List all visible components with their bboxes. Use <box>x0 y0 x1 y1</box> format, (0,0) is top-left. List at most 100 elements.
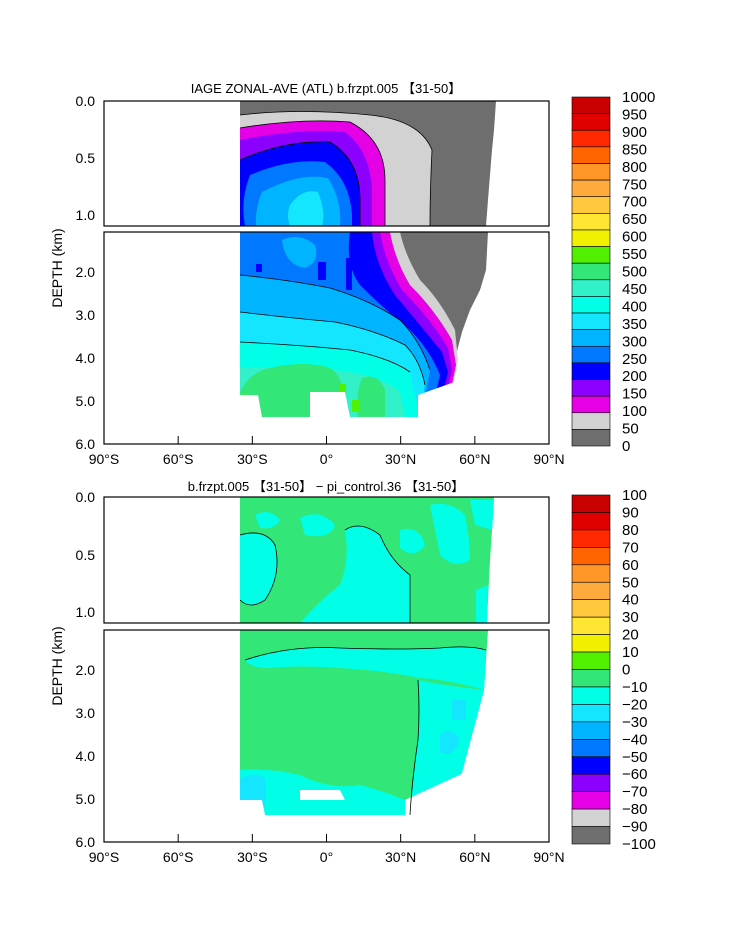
colorbar-swatch <box>571 362 611 380</box>
colorbar-label: 90 <box>622 504 639 521</box>
colorbar-label: 800 <box>622 159 647 176</box>
panel-b-contours <box>239 525 487 816</box>
y-tick-label: 6.0 <box>76 834 96 850</box>
colorbar-difference: 1009080706050403020100−10−20−30−40−50−60… <box>571 487 656 853</box>
colorbar-swatch <box>571 379 611 397</box>
y-tick-label: 1.0 <box>76 207 96 223</box>
colorbar-label: −70 <box>622 784 647 801</box>
colorbar-label: −10 <box>622 679 647 696</box>
colorbar-label: −100 <box>622 836 656 853</box>
panel-a-lower-field <box>240 232 488 444</box>
colorbar-swatch <box>571 721 611 740</box>
y-tick-label: 3.0 <box>76 307 96 323</box>
colorbar-label: 350 <box>622 316 647 333</box>
colorbar-swatch <box>571 129 611 148</box>
panel-a-upper-field <box>240 101 496 226</box>
colorbar-label: −50 <box>622 749 647 766</box>
panel-b-x-ticks: 90°S 60°S 30°S 0° 30°N 60°N 90°N <box>89 834 565 865</box>
x-tick-label: 30°S <box>237 849 268 865</box>
x-tick-label: 60°S <box>163 451 194 467</box>
colorbar-swatch <box>571 412 611 430</box>
colorbar-swatch <box>571 738 611 758</box>
colorbar-swatch <box>571 756 611 775</box>
colorbar-label: 60 <box>622 557 639 574</box>
colorbar-swatch <box>571 146 611 164</box>
colorbar-iage: 1000950900850800750700650600550500450400… <box>571 89 655 455</box>
y-tick-label: 4.0 <box>76 350 96 366</box>
colorbar-swatch <box>571 262 611 281</box>
y-tick-label: 6.0 <box>76 436 96 452</box>
panel-a-y-axis-label: DEPTH (km) <box>49 228 65 307</box>
colorbar-label: 600 <box>622 229 647 246</box>
colorbar-swatch <box>571 213 611 231</box>
y-tick-label: 2.0 <box>76 264 96 280</box>
y-tick-label: 1.0 <box>76 604 96 620</box>
panel-iage: IAGE ZONAL-AVE (ATL) b.frzpt.005 【31-50】 <box>49 81 565 467</box>
colorbar-swatch <box>571 296 611 314</box>
colorbar-swatch <box>571 113 611 131</box>
x-tick-label: 0° <box>320 849 333 865</box>
colorbar-swatch <box>571 345 611 364</box>
colorbar-label: 650 <box>622 211 647 228</box>
colorbar-swatch <box>571 494 611 513</box>
colorbar-label: 50 <box>622 574 639 591</box>
colorbar-label: −20 <box>622 696 647 713</box>
colorbar-swatch <box>571 669 611 688</box>
colorbar-swatch <box>571 279 611 297</box>
colorbar-swatch <box>571 329 611 347</box>
colorbar-swatch <box>571 773 611 792</box>
colorbar-label: −60 <box>622 766 647 783</box>
colorbar-label: 70 <box>622 539 639 556</box>
colorbar-swatch <box>571 634 611 653</box>
x-tick-label: 60°N <box>459 849 490 865</box>
y-tick-label: 0.0 <box>76 93 96 109</box>
panel-a-y-ticks: 0.0 0.5 1.0 2.0 3.0 4.0 5.0 6.0 <box>76 93 96 452</box>
x-tick-label: 60°N <box>459 451 490 467</box>
colorbar-label: 900 <box>622 124 647 141</box>
colorbar-label: 950 <box>622 106 647 123</box>
colorbar-label: 450 <box>622 281 647 298</box>
colorbar-swatch <box>571 547 611 566</box>
colorbar-swatch <box>571 826 611 845</box>
panel-b-upper-frame <box>103 496 550 624</box>
panel-b-title: b.frzpt.005 【31-50】 − pi_control.36 【31-… <box>188 479 464 494</box>
colorbar-label: 750 <box>622 176 647 193</box>
colorbar-label: 20 <box>622 627 639 644</box>
y-tick-label: 0.5 <box>76 150 96 166</box>
colorbar-label: 850 <box>622 141 647 158</box>
colorbar-label: −40 <box>622 731 647 748</box>
colorbar-swatch <box>571 529 611 548</box>
colorbar-label: 550 <box>622 246 647 263</box>
colorbar-swatch <box>571 651 611 670</box>
colorbar-label: 100 <box>622 403 647 420</box>
x-tick-label: 30°N <box>385 451 416 467</box>
colorbar-swatch <box>571 704 611 723</box>
x-tick-label: 30°S <box>237 451 268 467</box>
colorbar-label: −90 <box>622 819 647 836</box>
x-tick-label: 90°S <box>89 451 120 467</box>
x-tick-label: 0° <box>320 451 333 467</box>
panel-b-y-ticks: 0.0 0.5 1.0 2.0 3.0 4.0 5.0 6.0 <box>76 489 96 850</box>
colorbar-label: 200 <box>622 368 647 385</box>
y-tick-label: 4.0 <box>76 748 96 764</box>
panel-a-contours <box>239 111 433 386</box>
colorbar-swatch <box>571 179 611 198</box>
colorbar-label: 400 <box>622 298 647 315</box>
colorbar-label: 10 <box>622 644 639 661</box>
colorbar-swatch <box>571 395 611 414</box>
panel-a-title: IAGE ZONAL-AVE (ATL) b.frzpt.005 【31-50】 <box>191 81 461 96</box>
colorbar-label: 100 <box>622 487 647 504</box>
colorbar-swatch <box>571 686 611 705</box>
y-tick-label: 0.5 <box>76 547 96 563</box>
colorbar-label: 1000 <box>622 89 655 106</box>
colorbar-swatch <box>571 429 611 447</box>
colorbar-label: −30 <box>622 714 647 731</box>
colorbar-label: 300 <box>622 333 647 350</box>
colorbar-swatch <box>571 163 611 181</box>
colorbar-label: 0 <box>622 438 630 455</box>
x-tick-label: 90°S <box>89 849 120 865</box>
colorbar-label: 50 <box>622 421 639 438</box>
colorbar-label: 40 <box>622 592 639 609</box>
panel-a-upper-frame <box>103 100 550 227</box>
